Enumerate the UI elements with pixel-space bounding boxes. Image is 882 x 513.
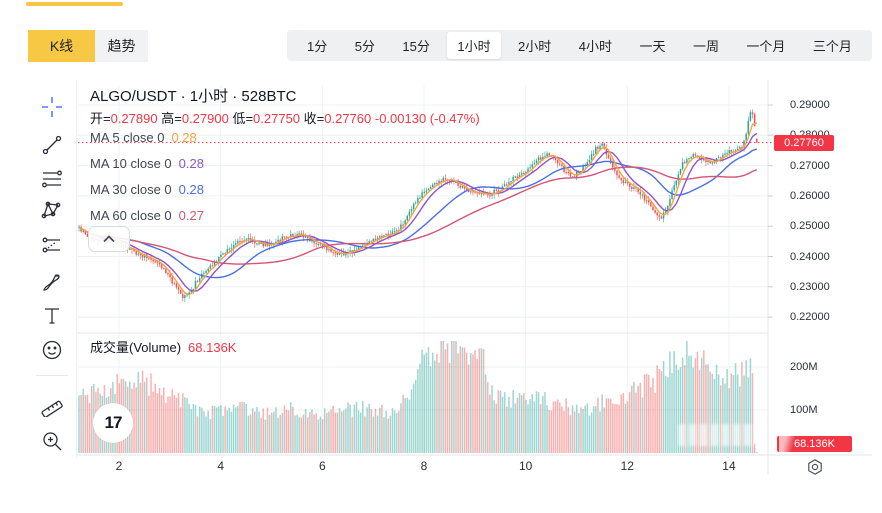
interval-button-group: 1分 5分 15分 1小时 2小时 4小时 一天 一周 一个月 三个月 <box>287 30 872 61</box>
price-axis-label: 0.24000 <box>790 250 830 263</box>
watermark-smudge <box>779 436 799 452</box>
close-label: 收= <box>303 111 325 126</box>
trend-line-icon[interactable] <box>38 131 66 159</box>
brush-icon[interactable] <box>38 268 66 296</box>
price-axis-label: 0.27000 <box>790 159 830 172</box>
ma5-label: MA 5 close 0 <box>90 130 165 145</box>
toolbar-divider <box>36 375 68 376</box>
price-axis-label: 0.25000 <box>790 220 830 233</box>
ma30-value: 0.28 <box>178 182 204 197</box>
volume-label: 成交量(Volume) <box>90 340 182 355</box>
last-price-badge: 0.27760 <box>774 135 834 151</box>
current-volume-text: 68.136K <box>794 438 835 450</box>
interval-button-8[interactable]: 一个月 <box>746 39 786 54</box>
interval-button-5[interactable]: 4小时 <box>578 39 612 54</box>
interval-button-6[interactable]: 一天 <box>639 39 666 54</box>
time-axis-label: 14 <box>722 459 736 473</box>
current-volume-badge: 68.136K <box>777 436 852 452</box>
ma60-label: MA 60 close 0 <box>90 208 172 223</box>
price-axis-label: 0.22000 <box>790 311 830 324</box>
ma60-value: 0.27 <box>178 208 204 223</box>
collapse-pane-button[interactable] <box>88 226 130 252</box>
interval-button-9[interactable]: 三个月 <box>812 39 852 54</box>
price-axis-label: 0.23000 <box>790 280 830 293</box>
interval-button-2[interactable]: 15分 <box>402 39 430 54</box>
chart-type-tabs: K线 趋势 <box>28 30 148 62</box>
time-axis-label: 8 <box>420 459 428 473</box>
volume-value: 68.136K <box>188 340 237 355</box>
time-axis-label: 6 <box>318 459 326 473</box>
tab-kline[interactable]: K线 <box>28 30 95 62</box>
interval-button-3[interactable]: 1小时 <box>447 32 501 59</box>
tradingview-logo: 17 <box>93 403 133 443</box>
axis-settings-gear-icon[interactable] <box>803 455 827 479</box>
ohlc-row: 开=0.27890 高=0.27900 低=0.27750 收=0.27760 … <box>90 108 480 127</box>
ruler-icon[interactable] <box>38 391 66 419</box>
interval-button-7[interactable]: 一周 <box>692 39 719 54</box>
open-value: 0.27890 <box>110 111 158 126</box>
volume-axis-label: 100M <box>790 404 818 416</box>
high-label: 高= <box>161 111 182 126</box>
ma30-legend: MA 30 close 0 0.28 <box>90 182 204 197</box>
price-axis-label: 0.26000 <box>790 189 830 202</box>
interval-button-0[interactable]: 1分 <box>307 39 328 54</box>
interval-button-1[interactable]: 5分 <box>354 39 375 54</box>
price-axis-label: 0.29000 <box>790 99 830 111</box>
emoji-tool-icon[interactable] <box>38 336 66 364</box>
low-label: 低= <box>232 111 254 126</box>
ma5-legend: MA 5 close 0 0.28 <box>90 130 197 145</box>
interval-button-4[interactable]: 2小时 <box>518 39 552 54</box>
high-value: 0.27900 <box>181 111 229 126</box>
symbol-title: ALGO/USDT · 1小时 · 528BTC <box>90 88 297 105</box>
ma10-legend: MA 10 close 0 0.28 <box>90 156 204 171</box>
ma60-legend: MA 60 close 0 0.27 <box>90 208 204 223</box>
ma10-value: 0.28 <box>178 156 204 171</box>
change-value: -0.00130 (-0.47%) <box>374 111 480 126</box>
open-label: 开= <box>90 111 111 126</box>
crosshair-icon[interactable] <box>38 93 66 121</box>
toolbar-separator <box>76 80 77 458</box>
tradingview-logo-glyph: 17 <box>104 413 123 432</box>
time-axis-label: 12 <box>620 459 634 473</box>
fib-retracement-icon[interactable] <box>38 165 66 193</box>
xabcd-pattern-icon[interactable] <box>38 196 66 224</box>
ma5-value: 0.28 <box>171 130 197 145</box>
volume-legend: 成交量(Volume) 68.136K <box>90 337 236 356</box>
ma10-label: MA 10 close 0 <box>90 156 172 171</box>
time-axis-label: 4 <box>217 459 224 473</box>
position-tool-icon[interactable] <box>38 231 66 259</box>
time-axis-label: 2 <box>115 459 123 473</box>
top-tab-indicator <box>26 2 123 6</box>
zoom-in-icon[interactable] <box>38 427 66 455</box>
ma30-label: MA 30 close 0 <box>90 182 172 197</box>
time-axis-label: 10 <box>518 459 533 473</box>
low-value: 0.27750 <box>253 111 301 126</box>
close-value: 0.27760 <box>324 111 372 126</box>
volume-axis-label: 200M <box>790 361 818 373</box>
tab-trend[interactable]: 趋势 <box>95 30 148 62</box>
text-tool-icon[interactable] <box>38 302 66 330</box>
